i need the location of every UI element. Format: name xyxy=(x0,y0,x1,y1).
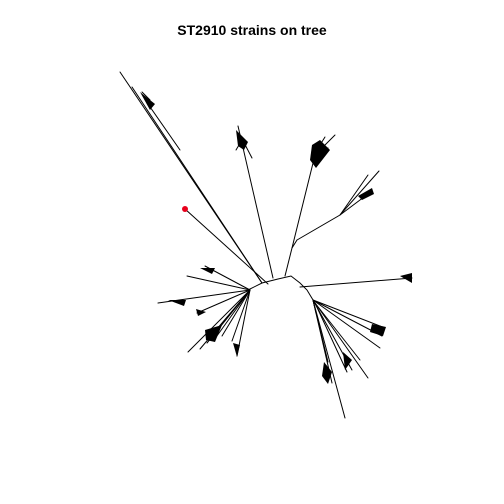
tip-cluster-right-upper xyxy=(358,188,374,200)
tip-cluster-left-3 xyxy=(196,309,206,316)
tip-cluster-upper-right xyxy=(310,140,330,168)
tip-cluster-lower-right-1 xyxy=(370,324,386,336)
tree-edges xyxy=(119,71,413,419)
branch-highlighted xyxy=(184,208,269,285)
tip-cluster-upper-left xyxy=(140,92,155,110)
plot-title: ST2910 strains on tree xyxy=(177,22,327,38)
tip-cluster-upper-middle xyxy=(236,130,248,150)
highlighted-strain-tip xyxy=(182,206,188,212)
tip-cluster-lower-right-2 xyxy=(343,352,352,370)
tip-cluster-left-1 xyxy=(200,268,215,274)
branch-right-upper xyxy=(296,170,380,241)
tree-stem-upper xyxy=(284,239,298,277)
branch-upper-right xyxy=(291,154,316,249)
branch-upper-middle xyxy=(237,125,274,279)
tip-cluster-right xyxy=(400,273,412,283)
tip-cluster-left-lower xyxy=(205,325,222,342)
tip-cluster-left-2 xyxy=(168,300,186,306)
branch-right xyxy=(299,277,413,288)
tree-backbone xyxy=(247,275,317,314)
branch-lower-right-cluster xyxy=(312,299,386,329)
tip-cluster-lower-right-3 xyxy=(322,362,332,384)
tip-clusters xyxy=(140,92,412,384)
tip-cluster-left-bottom xyxy=(233,343,240,357)
